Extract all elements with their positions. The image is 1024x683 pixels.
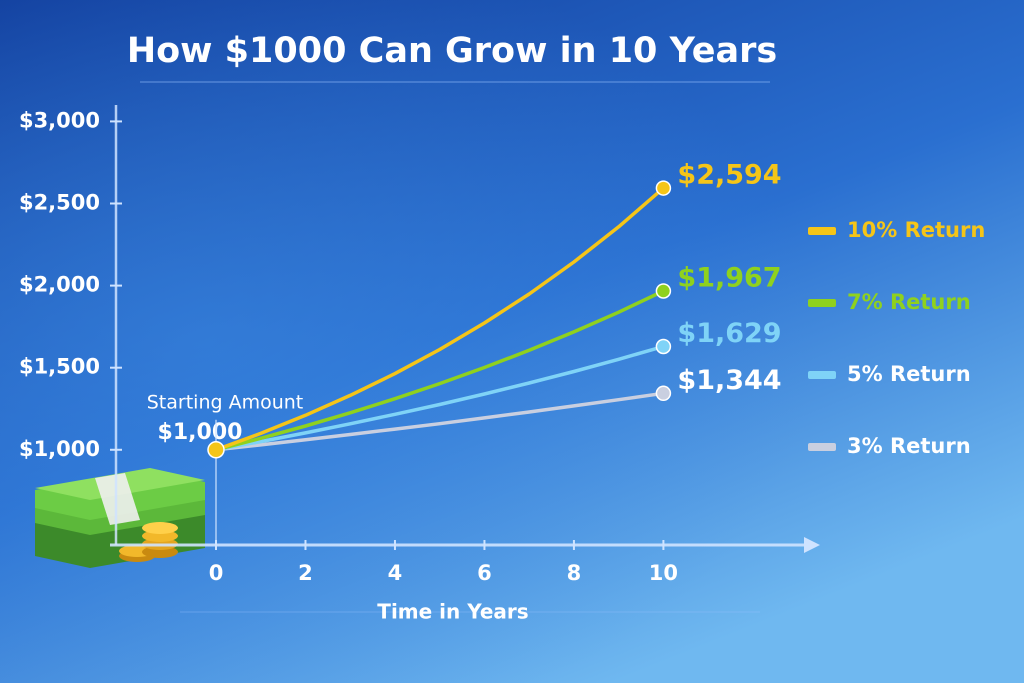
y-tick-label: $1,500 (19, 355, 100, 379)
end-point (655, 385, 672, 402)
x-tick-label: 8 (567, 561, 582, 585)
x-tick-label: 2 (298, 561, 313, 585)
series-line (214, 391, 666, 452)
y-tick-label: $2,000 (19, 273, 100, 297)
legend-label: 10% Return (847, 218, 985, 242)
legend-label: 7% Return (847, 290, 971, 314)
series-line (214, 186, 666, 452)
y-tick-label: $3,000 (19, 108, 100, 132)
end-value-label: $2,594 (677, 160, 781, 191)
x-tick-label: 10 (649, 561, 678, 585)
legend-swatch (808, 443, 836, 451)
end-point (655, 338, 672, 355)
money-illustration (35, 468, 205, 568)
series-line (214, 289, 666, 452)
end-point (655, 180, 672, 196)
legend-swatch (808, 371, 836, 379)
x-tick-label: 6 (477, 561, 492, 585)
end-point (655, 283, 672, 299)
end-value-label: $1,344 (677, 365, 781, 396)
chart-title: How $1000 Can Grow in 10 Years (127, 31, 777, 71)
y-tick-label: $2,500 (19, 191, 100, 215)
legend-label: 5% Return (847, 362, 971, 386)
annotation-text: Starting Amount (147, 392, 304, 414)
annotation-value: $1,000 (158, 420, 243, 445)
x-axis-label: Time in Years (377, 600, 528, 624)
x-tick-label: 4 (388, 561, 403, 585)
end-value-label: $1,967 (677, 263, 781, 294)
x-tick-label: 0 (209, 561, 224, 585)
legend-swatch (808, 227, 836, 235)
legend-swatch (808, 299, 836, 307)
start-point (207, 441, 225, 459)
legend-label: 3% Return (847, 434, 971, 458)
series-line (214, 344, 666, 452)
x-axis-arrow (804, 537, 820, 553)
end-value-label: $1,629 (677, 318, 781, 349)
y-tick-label: $1,000 (19, 437, 100, 461)
